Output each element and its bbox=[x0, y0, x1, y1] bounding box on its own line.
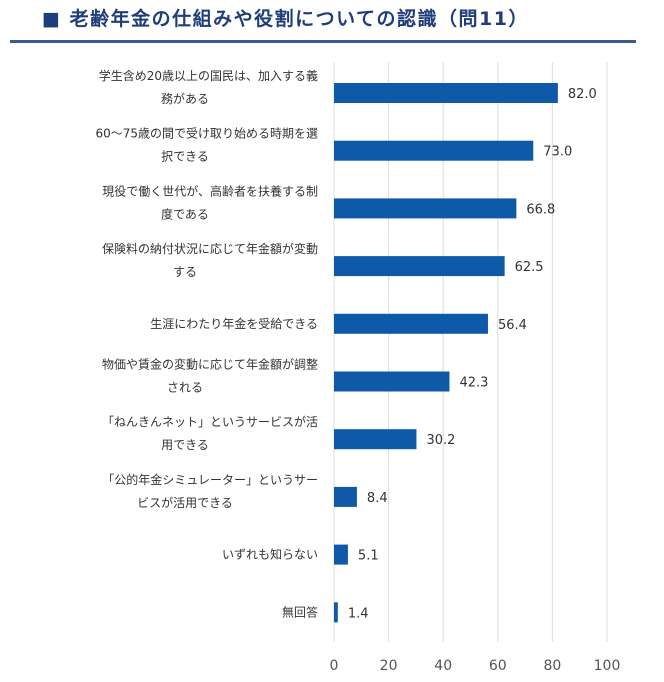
bar bbox=[334, 83, 558, 103]
bar bbox=[334, 140, 534, 161]
category-label: 務がある bbox=[161, 91, 209, 106]
category-label: 60～75歳の間で受け取り始める時期を選 bbox=[95, 127, 318, 141]
data-label: 66.8 bbox=[526, 202, 555, 217]
category-label: する bbox=[173, 265, 197, 279]
category-label: ビスが活用できる bbox=[137, 495, 233, 510]
x-tick-label: 40 bbox=[434, 658, 452, 674]
bar bbox=[334, 602, 338, 623]
category-label: 生涯にわたり年金を受給できる bbox=[150, 316, 318, 331]
bar bbox=[334, 486, 357, 507]
data-label: 42.3 bbox=[459, 376, 488, 391]
bar bbox=[334, 429, 417, 450]
data-label: 73.0 bbox=[543, 145, 572, 160]
category-label: 物価や賃金の変動に応じて年金額が調整 bbox=[102, 357, 318, 372]
category-label: 択できる bbox=[161, 150, 209, 164]
data-label: 30.2 bbox=[426, 433, 455, 448]
bar bbox=[334, 198, 517, 219]
category-label: いずれも知らない bbox=[222, 548, 318, 562]
chart-title: ■ 老齢年金の仕組みや役割についての認識（問11） bbox=[42, 8, 529, 30]
bar bbox=[334, 313, 488, 334]
bar bbox=[334, 371, 450, 392]
x-tick-label: 60 bbox=[489, 658, 507, 674]
x-tick-label: 20 bbox=[380, 658, 398, 674]
bar bbox=[334, 256, 505, 277]
category-label: 現役で働く世代が、高齢者を扶養する制 bbox=[102, 183, 318, 198]
data-label: 62.5 bbox=[515, 260, 544, 275]
data-label: 82.0 bbox=[568, 87, 597, 102]
x-tick-label: 0 bbox=[330, 658, 339, 674]
data-label: 56.4 bbox=[498, 318, 527, 333]
category-label: 度である bbox=[161, 206, 209, 221]
title-underline bbox=[10, 40, 636, 43]
data-label: 8.4 bbox=[367, 491, 388, 506]
category-label: 「公的年金シミュレーター」というサー bbox=[102, 472, 318, 487]
data-label: 1.4 bbox=[348, 606, 369, 621]
category-label: 学生含め20歳以上の国民は、加入する義 bbox=[99, 68, 318, 83]
x-tick-label: 80 bbox=[543, 658, 561, 674]
data-label: 5.1 bbox=[358, 549, 379, 564]
category-label: される bbox=[167, 381, 203, 395]
category-label: 「ねんきんネット」というサービスが活 bbox=[102, 414, 318, 429]
category-label: 用できる bbox=[161, 438, 209, 452]
category-label: 無回答 bbox=[282, 604, 318, 619]
bar bbox=[334, 544, 348, 565]
category-label: 保険料の納付状況に応じて年金額が変動 bbox=[102, 241, 318, 256]
x-tick-label: 100 bbox=[594, 658, 621, 674]
